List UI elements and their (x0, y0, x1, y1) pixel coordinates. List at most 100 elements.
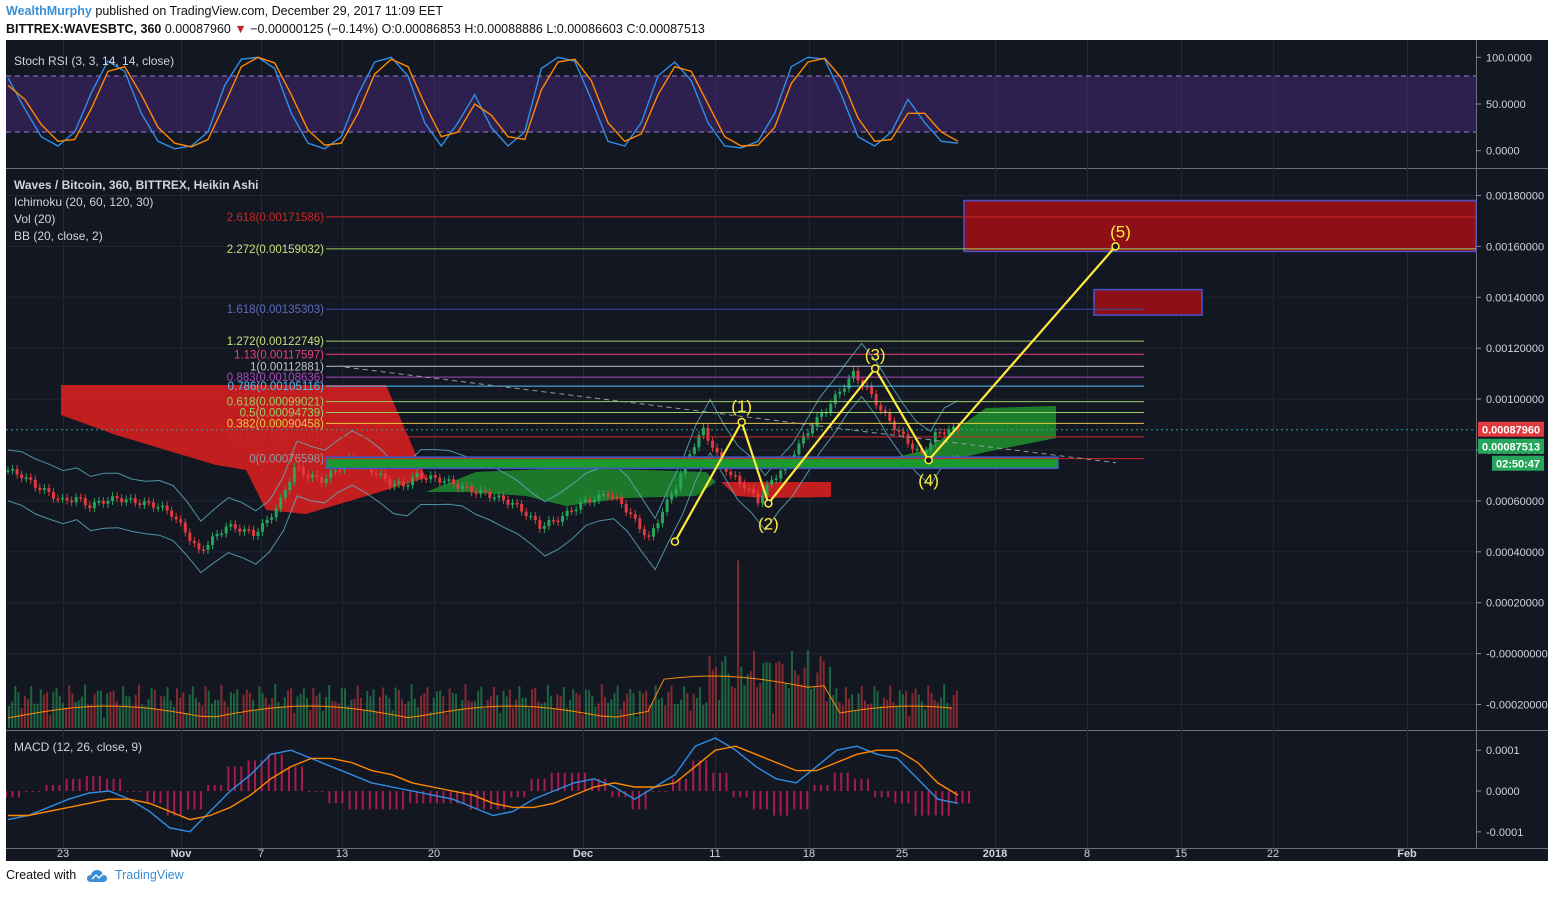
macd-histogram-bar (510, 791, 513, 798)
symbol-interval: BITTREX:WAVESBTC, 360 (6, 22, 162, 36)
candle-body (747, 488, 751, 490)
candle-body (15, 469, 19, 475)
volume-bar (664, 705, 667, 728)
stoch-y-tick-label: 50.0000 (1486, 99, 1526, 111)
candle-body (938, 431, 942, 434)
fib-level-label: 1.618(0.00135303) (227, 304, 324, 316)
x-tick-label: 13 (336, 848, 348, 860)
support-zone-box (325, 456, 1059, 470)
volume-bar (933, 699, 936, 728)
stoch-band (6, 76, 1476, 132)
volume-bar (55, 688, 58, 728)
volume-bar (857, 693, 860, 728)
candle-body (151, 502, 155, 508)
bollinger-lower (7, 395, 959, 574)
volume-bar (49, 715, 52, 728)
candle-body (933, 431, 937, 443)
volume-bar (413, 698, 416, 728)
volume-bar (559, 696, 562, 728)
macd-histogram-bar (395, 791, 398, 810)
volume-bar (477, 690, 480, 728)
volume-bar (721, 661, 724, 728)
volume-bar (588, 690, 591, 728)
macd-histogram-bar (6, 791, 7, 798)
candle-body (551, 520, 555, 522)
candle-body (179, 519, 183, 523)
price-y-tick-label: -0.00000000 (1486, 649, 1548, 661)
indicator-legend: Vol (20) (14, 212, 55, 226)
candle-body (847, 378, 851, 389)
macd-histogram-bar (139, 791, 142, 793)
ohlc-open: O:0.00086853 (381, 22, 461, 36)
candle-body (256, 531, 260, 536)
volume-bar (683, 686, 686, 728)
volume-bar (404, 703, 407, 728)
chart-area[interactable]: Stoch RSI (3, 3, 14, 14, close) 100.0000 5… (6, 40, 1548, 861)
candle-body (679, 473, 683, 489)
fib-level-label: 1(0.00112881) (250, 361, 324, 373)
macd-histogram-bar (597, 778, 600, 792)
candle-body (615, 496, 619, 499)
volume-bar (252, 699, 255, 728)
candle-body (570, 510, 574, 513)
volume-bar (274, 684, 277, 728)
wave-point (670, 537, 680, 546)
volume-bar (359, 697, 362, 728)
candle-body (270, 517, 274, 520)
ichimoku-cloud-bearish (61, 385, 426, 514)
candle-body (897, 430, 901, 432)
wave-label: (5) (1110, 222, 1131, 241)
candle-body (29, 477, 33, 480)
volume-bar (188, 694, 191, 728)
volume-bar (531, 689, 534, 728)
volume-bar (790, 650, 793, 728)
macd-histogram-bar (698, 760, 701, 792)
volume-bar (616, 685, 619, 728)
volume-bar (705, 702, 708, 728)
volume-bar (867, 704, 870, 728)
candle-body (597, 493, 601, 501)
candle-body (224, 526, 228, 534)
volume-bar (445, 713, 448, 728)
macd-histogram-bar (361, 791, 364, 810)
volume-bar (245, 689, 248, 728)
macd-histogram-bar (78, 778, 81, 792)
volume-bar (261, 692, 264, 728)
volume-bar (223, 700, 226, 728)
volume-bar (375, 711, 378, 728)
tradingview-brand-link[interactable]: TradingView (114, 868, 184, 882)
macd-histogram-bar (199, 791, 202, 810)
indicator-legend: BB (20, close, 2) (14, 229, 103, 243)
stoch-title: Stoch RSI (3, 3, 14, 14, close) (14, 54, 174, 68)
price-y-tick-label: 0.00020000 (1486, 598, 1544, 610)
volume-bar (727, 673, 730, 728)
macd-histogram-bar (179, 791, 182, 816)
volume-bar (309, 709, 312, 728)
candle-body (942, 432, 946, 435)
chart-canvas[interactable]: Stoch RSI (3, 3, 14, 14, close) 100.0000 5… (6, 40, 1548, 861)
candle-body (56, 498, 60, 501)
volume-bar (46, 692, 49, 728)
volume-bar (486, 700, 489, 728)
candle-body (924, 450, 928, 454)
volume-bar (743, 685, 746, 728)
candle-body (820, 413, 824, 417)
volume-bar (724, 655, 727, 728)
macd-histogram-bar (934, 791, 937, 816)
macd-histogram-bar (840, 772, 843, 792)
macd-histogram-bar (718, 772, 721, 792)
candle-body (606, 493, 610, 497)
author-link[interactable]: WealthMurphy (6, 4, 92, 18)
macd-histogram-bar (462, 791, 465, 804)
volume-bar (838, 702, 841, 728)
candle-body (833, 394, 837, 404)
candle-body (42, 488, 46, 491)
candle-body (429, 475, 433, 480)
volume-bar (382, 687, 385, 728)
volume-bar (458, 708, 461, 728)
stoch-k-line (7, 56, 959, 150)
candle-body (265, 519, 269, 524)
volume-bar (65, 707, 68, 728)
macd-histogram-bar (745, 791, 748, 798)
macd-histogram-bar (611, 791, 614, 798)
